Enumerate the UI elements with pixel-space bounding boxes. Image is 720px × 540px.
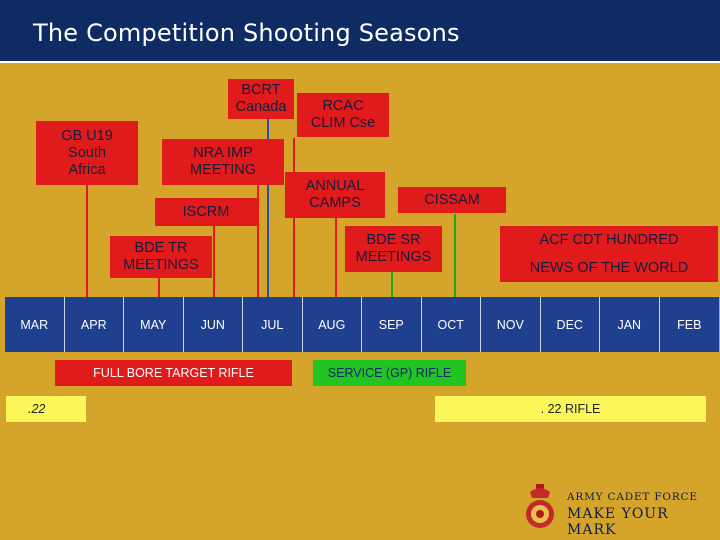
title-bar: The Competition Shooting Seasons — [0, 0, 720, 63]
event-nra-imp: NRA IMP MEETING — [162, 139, 284, 185]
event-bde-tr: BDE TR MEETINGS — [110, 236, 212, 278]
point22-bar-left: .22 — [6, 396, 86, 422]
month-may: MAY — [124, 297, 184, 352]
month-sep: SEP — [362, 297, 422, 352]
event-bcrt-canada: BCRT Canada — [228, 79, 294, 119]
month-jul: JUL — [243, 297, 303, 352]
title-divider — [0, 61, 720, 63]
month-nov: NOV — [481, 297, 541, 352]
event-bde-sr: BDE SR MEETINGS — [345, 226, 442, 272]
month-aug: AUG — [302, 297, 362, 352]
event-gb-u19: GB U19 South Africa — [36, 121, 138, 185]
month-dec: DEC — [540, 297, 600, 352]
event-iscrm: ISCRM — [155, 198, 257, 226]
event-annual-camps: ANNUAL CAMPS — [285, 172, 385, 218]
event-cissam: CISSAM — [398, 187, 506, 213]
page-title: The Competition Shooting Seasons — [33, 19, 460, 47]
army-cadet-force-crest-icon — [526, 484, 554, 528]
month-feb: FEB — [659, 297, 719, 352]
full-bore-target-rifle-bar: FULL BORE TARGET RIFLE — [55, 360, 292, 386]
event-acf-cdt-hundred: ACF CDT HUNDRED — [500, 226, 718, 254]
event-rcac-clim: RCAC CLIM Cse — [297, 93, 389, 137]
month-jan: JAN — [600, 297, 660, 352]
service-gp-rifle-bar: SERVICE (GP) RIFLE — [313, 360, 466, 386]
month-jun: JUN — [183, 297, 243, 352]
month-oct: OCT — [421, 297, 481, 352]
event-news-of-the-world: NEWS OF THE WORLD — [500, 254, 718, 282]
acf-footer-line1: ARMY CADET FORCE — [567, 491, 698, 503]
acf-footer-line2: MAKE YOUR MARK — [567, 506, 669, 538]
month-apr: APR — [64, 297, 124, 352]
point22-rifle-bar: . 22 RIFLE — [435, 396, 706, 422]
month-mar: MAR — [5, 297, 65, 352]
